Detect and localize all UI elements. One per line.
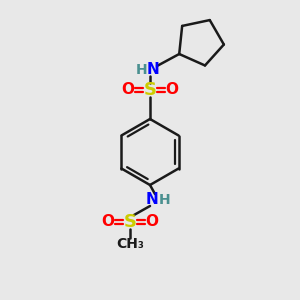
Text: N: N [147,62,159,77]
Text: CH₃: CH₃ [116,237,144,251]
Text: O: O [122,82,134,98]
Text: H: H [159,193,171,207]
Text: N: N [146,193,158,208]
Text: H: H [136,63,148,77]
Text: S: S [143,81,157,99]
Text: O: O [146,214,158,230]
Text: O: O [166,82,178,98]
Text: O: O [101,214,115,230]
Text: S: S [124,213,136,231]
